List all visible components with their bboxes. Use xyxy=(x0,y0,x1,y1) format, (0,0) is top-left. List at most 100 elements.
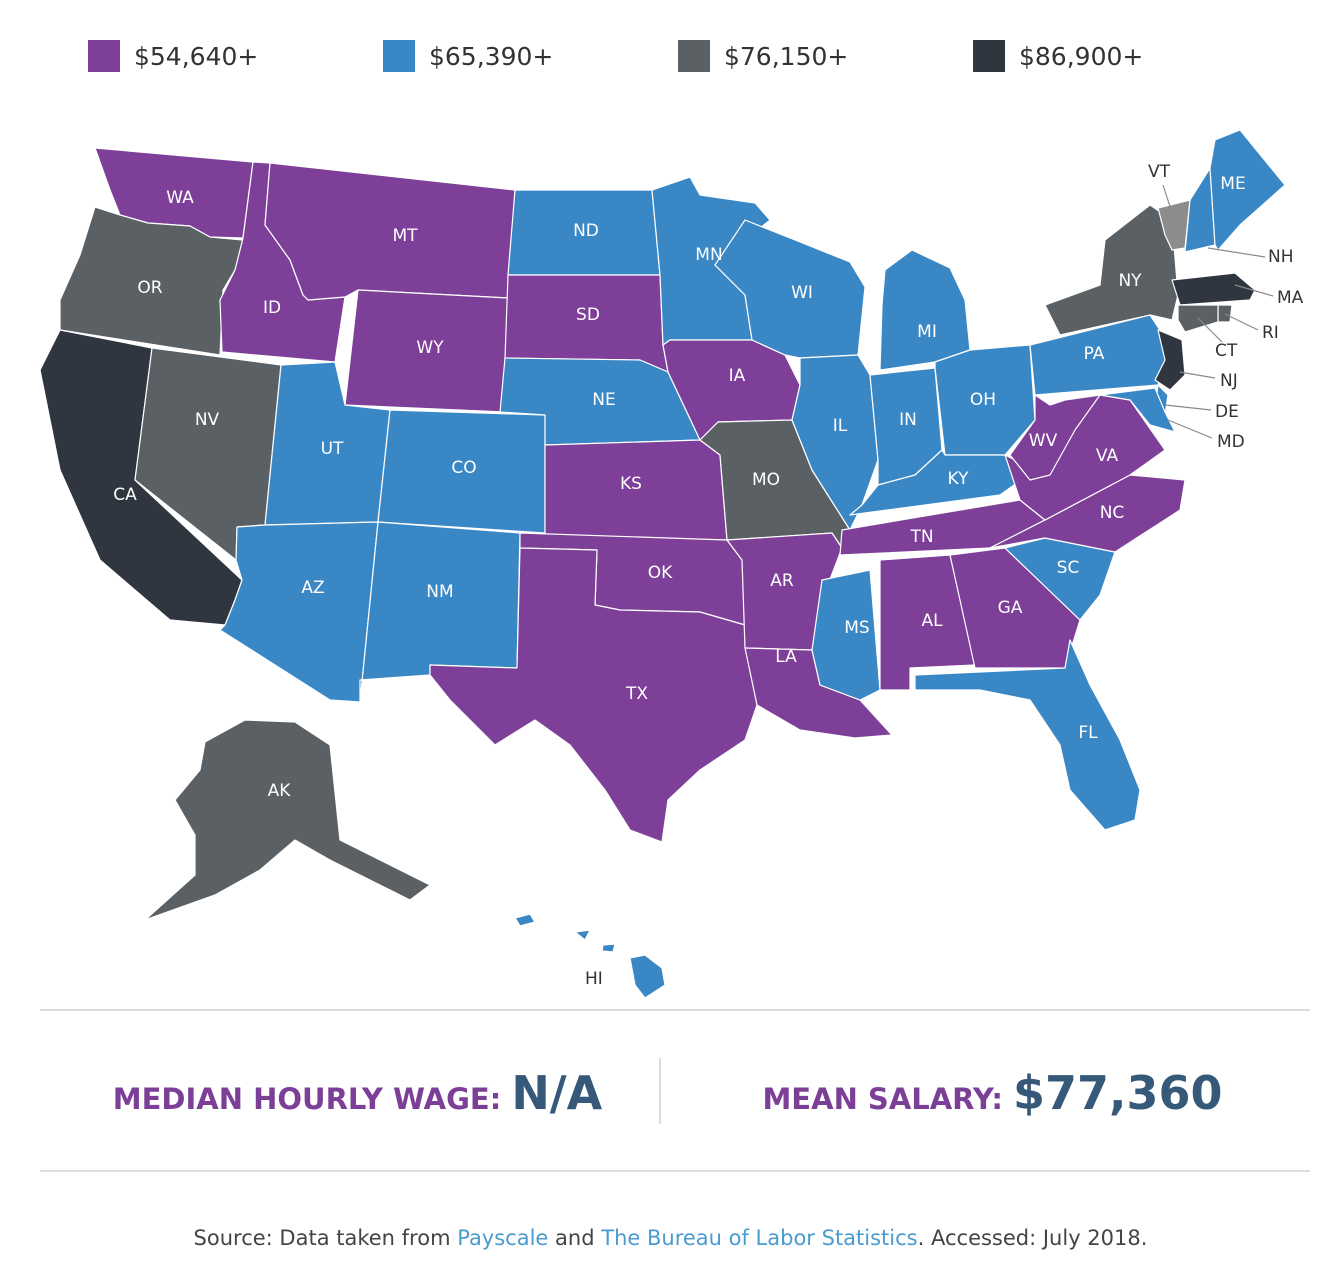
state-label-sd: SD xyxy=(576,305,600,325)
states-layer xyxy=(39,129,1286,999)
state-label-ny: NY xyxy=(1118,271,1142,291)
state-label-ri: RI xyxy=(1262,323,1279,343)
state-label-fl: FL xyxy=(1078,723,1098,743)
state-label-al: AL xyxy=(921,611,943,631)
state-label-in: IN xyxy=(899,410,917,430)
state-az[interactable] xyxy=(219,521,379,703)
bls-link[interactable]: The Bureau of Labor Statistics xyxy=(601,1226,918,1250)
state-hi[interactable] xyxy=(514,913,666,999)
leader-lines-layer xyxy=(1162,184,1274,439)
state-label-sc: SC xyxy=(1057,558,1080,578)
state-label-id: ID xyxy=(263,298,281,318)
leader-line-md xyxy=(1167,419,1213,439)
legend-item-tier-1: $54,640+ xyxy=(88,40,383,72)
legend-swatch-tier-4 xyxy=(973,40,1005,72)
state-label-tn: TN xyxy=(909,527,933,547)
legend-swatch-tier-3 xyxy=(678,40,710,72)
mean-salary-stat: MEAN SALARY: $77,360 xyxy=(675,1066,1310,1120)
legend-label-tier-4: $86,900+ xyxy=(1019,41,1144,71)
state-label-wy: WY xyxy=(416,338,444,358)
legend-item-tier-2: $65,390+ xyxy=(383,40,678,72)
state-label-la: LA xyxy=(775,647,797,667)
median-hourly-wage-stat: MEDIAN HOURLY WAGE: N/A xyxy=(40,1066,675,1120)
state-mi[interactable] xyxy=(879,249,971,371)
state-ak[interactable] xyxy=(144,719,431,921)
legend-item-tier-3: $76,150+ xyxy=(678,40,973,72)
state-label-nd: ND xyxy=(573,221,599,241)
mean-salary-value: $77,360 xyxy=(1013,1066,1223,1120)
legend: $54,640+ $65,390+ $76,150+ $86,900+ xyxy=(88,40,1268,72)
state-label-oh: OH xyxy=(970,390,996,410)
legend-label-tier-1: $54,640+ xyxy=(134,41,259,71)
state-il[interactable] xyxy=(791,354,879,531)
us-salary-map: WA OR CA ID NV MT WY UT AZ CO NM ND SD NE KS OK TX MN IA MO… xyxy=(39,129,1304,999)
state-label-nh: NH xyxy=(1268,247,1294,267)
state-label-md: MD xyxy=(1217,432,1245,452)
state-label-pa: PA xyxy=(1084,344,1105,364)
state-tx[interactable] xyxy=(429,547,758,843)
source-note: Source: Data taken from Payscale and The… xyxy=(0,1226,1341,1250)
state-oh[interactable] xyxy=(934,344,1036,456)
state-label-wi: WI xyxy=(791,283,813,303)
payscale-link[interactable]: Payscale xyxy=(457,1226,549,1250)
state-mt[interactable] xyxy=(264,162,516,301)
state-label-ak: AK xyxy=(268,781,292,801)
state-label-il: IL xyxy=(833,416,848,436)
state-label-ma: MA xyxy=(1277,288,1304,308)
state-label-ga: GA xyxy=(998,598,1023,618)
median-hourly-wage-value: N/A xyxy=(511,1066,603,1120)
state-vt[interactable] xyxy=(1157,199,1191,251)
state-ri[interactable] xyxy=(1217,304,1233,323)
leader-line-nj xyxy=(1179,371,1216,379)
state-label-mo: MO xyxy=(752,470,780,490)
state-label-mt: MT xyxy=(392,226,418,246)
leader-line-de xyxy=(1164,404,1212,411)
state-label-tx: TX xyxy=(625,684,648,704)
state-ga[interactable] xyxy=(949,547,1081,669)
state-label-ca: CA xyxy=(113,485,137,505)
state-label-de: DE xyxy=(1215,402,1239,422)
state-label-vt: VT xyxy=(1148,162,1171,182)
state-label-wv: WV xyxy=(1029,431,1058,451)
source-suffix: . Accessed: July 2018. xyxy=(917,1226,1148,1250)
leader-line-ri xyxy=(1224,313,1259,331)
state-label-az: AZ xyxy=(301,578,324,598)
state-wv[interactable] xyxy=(1009,394,1101,481)
state-label-mn: MN xyxy=(695,245,722,265)
mean-salary-label: MEAN SALARY: xyxy=(762,1082,1004,1116)
leader-line-ct xyxy=(1197,317,1223,343)
state-label-co: CO xyxy=(451,458,476,478)
legend-swatch-tier-1 xyxy=(88,40,120,72)
legend-item-tier-4: $86,900+ xyxy=(973,40,1268,72)
state-label-nc: NC xyxy=(1100,503,1125,523)
legend-label-tier-3: $76,150+ xyxy=(724,41,849,71)
state-label-hi: HI xyxy=(585,969,603,989)
state-label-wa: WA xyxy=(166,188,194,208)
state-label-ky: KY xyxy=(948,469,970,489)
legend-swatch-tier-2 xyxy=(383,40,415,72)
state-label-me: ME xyxy=(1220,174,1245,194)
state-label-nm: NM xyxy=(426,582,453,602)
state-me[interactable] xyxy=(1209,129,1286,251)
state-nj[interactable] xyxy=(1154,329,1186,391)
state-label-ms: MS xyxy=(844,618,869,638)
source-and: and xyxy=(555,1226,595,1250)
bottom-divider xyxy=(40,1170,1310,1172)
state-md[interactable] xyxy=(1099,387,1176,433)
median-hourly-wage-label: MEDIAN HOURLY WAGE: xyxy=(112,1082,502,1116)
state-label-ia: IA xyxy=(729,366,746,386)
state-fl[interactable] xyxy=(914,639,1141,831)
state-ma[interactable] xyxy=(1171,272,1256,306)
state-label-ar: AR xyxy=(770,571,794,591)
state-ms[interactable] xyxy=(811,569,881,701)
state-label-ne: NE xyxy=(592,390,615,410)
stats-separator xyxy=(659,1058,661,1124)
source-prefix: Source: Data taken from xyxy=(193,1226,451,1250)
leader-line-nh xyxy=(1207,247,1266,258)
state-label-ut: UT xyxy=(321,439,344,459)
leader-line-ma xyxy=(1234,284,1274,297)
state-ny[interactable] xyxy=(1044,204,1179,336)
state-label-ct: CT xyxy=(1215,341,1238,361)
state-label-ks: KS xyxy=(620,474,642,494)
legend-label-tier-2: $65,390+ xyxy=(429,41,554,71)
